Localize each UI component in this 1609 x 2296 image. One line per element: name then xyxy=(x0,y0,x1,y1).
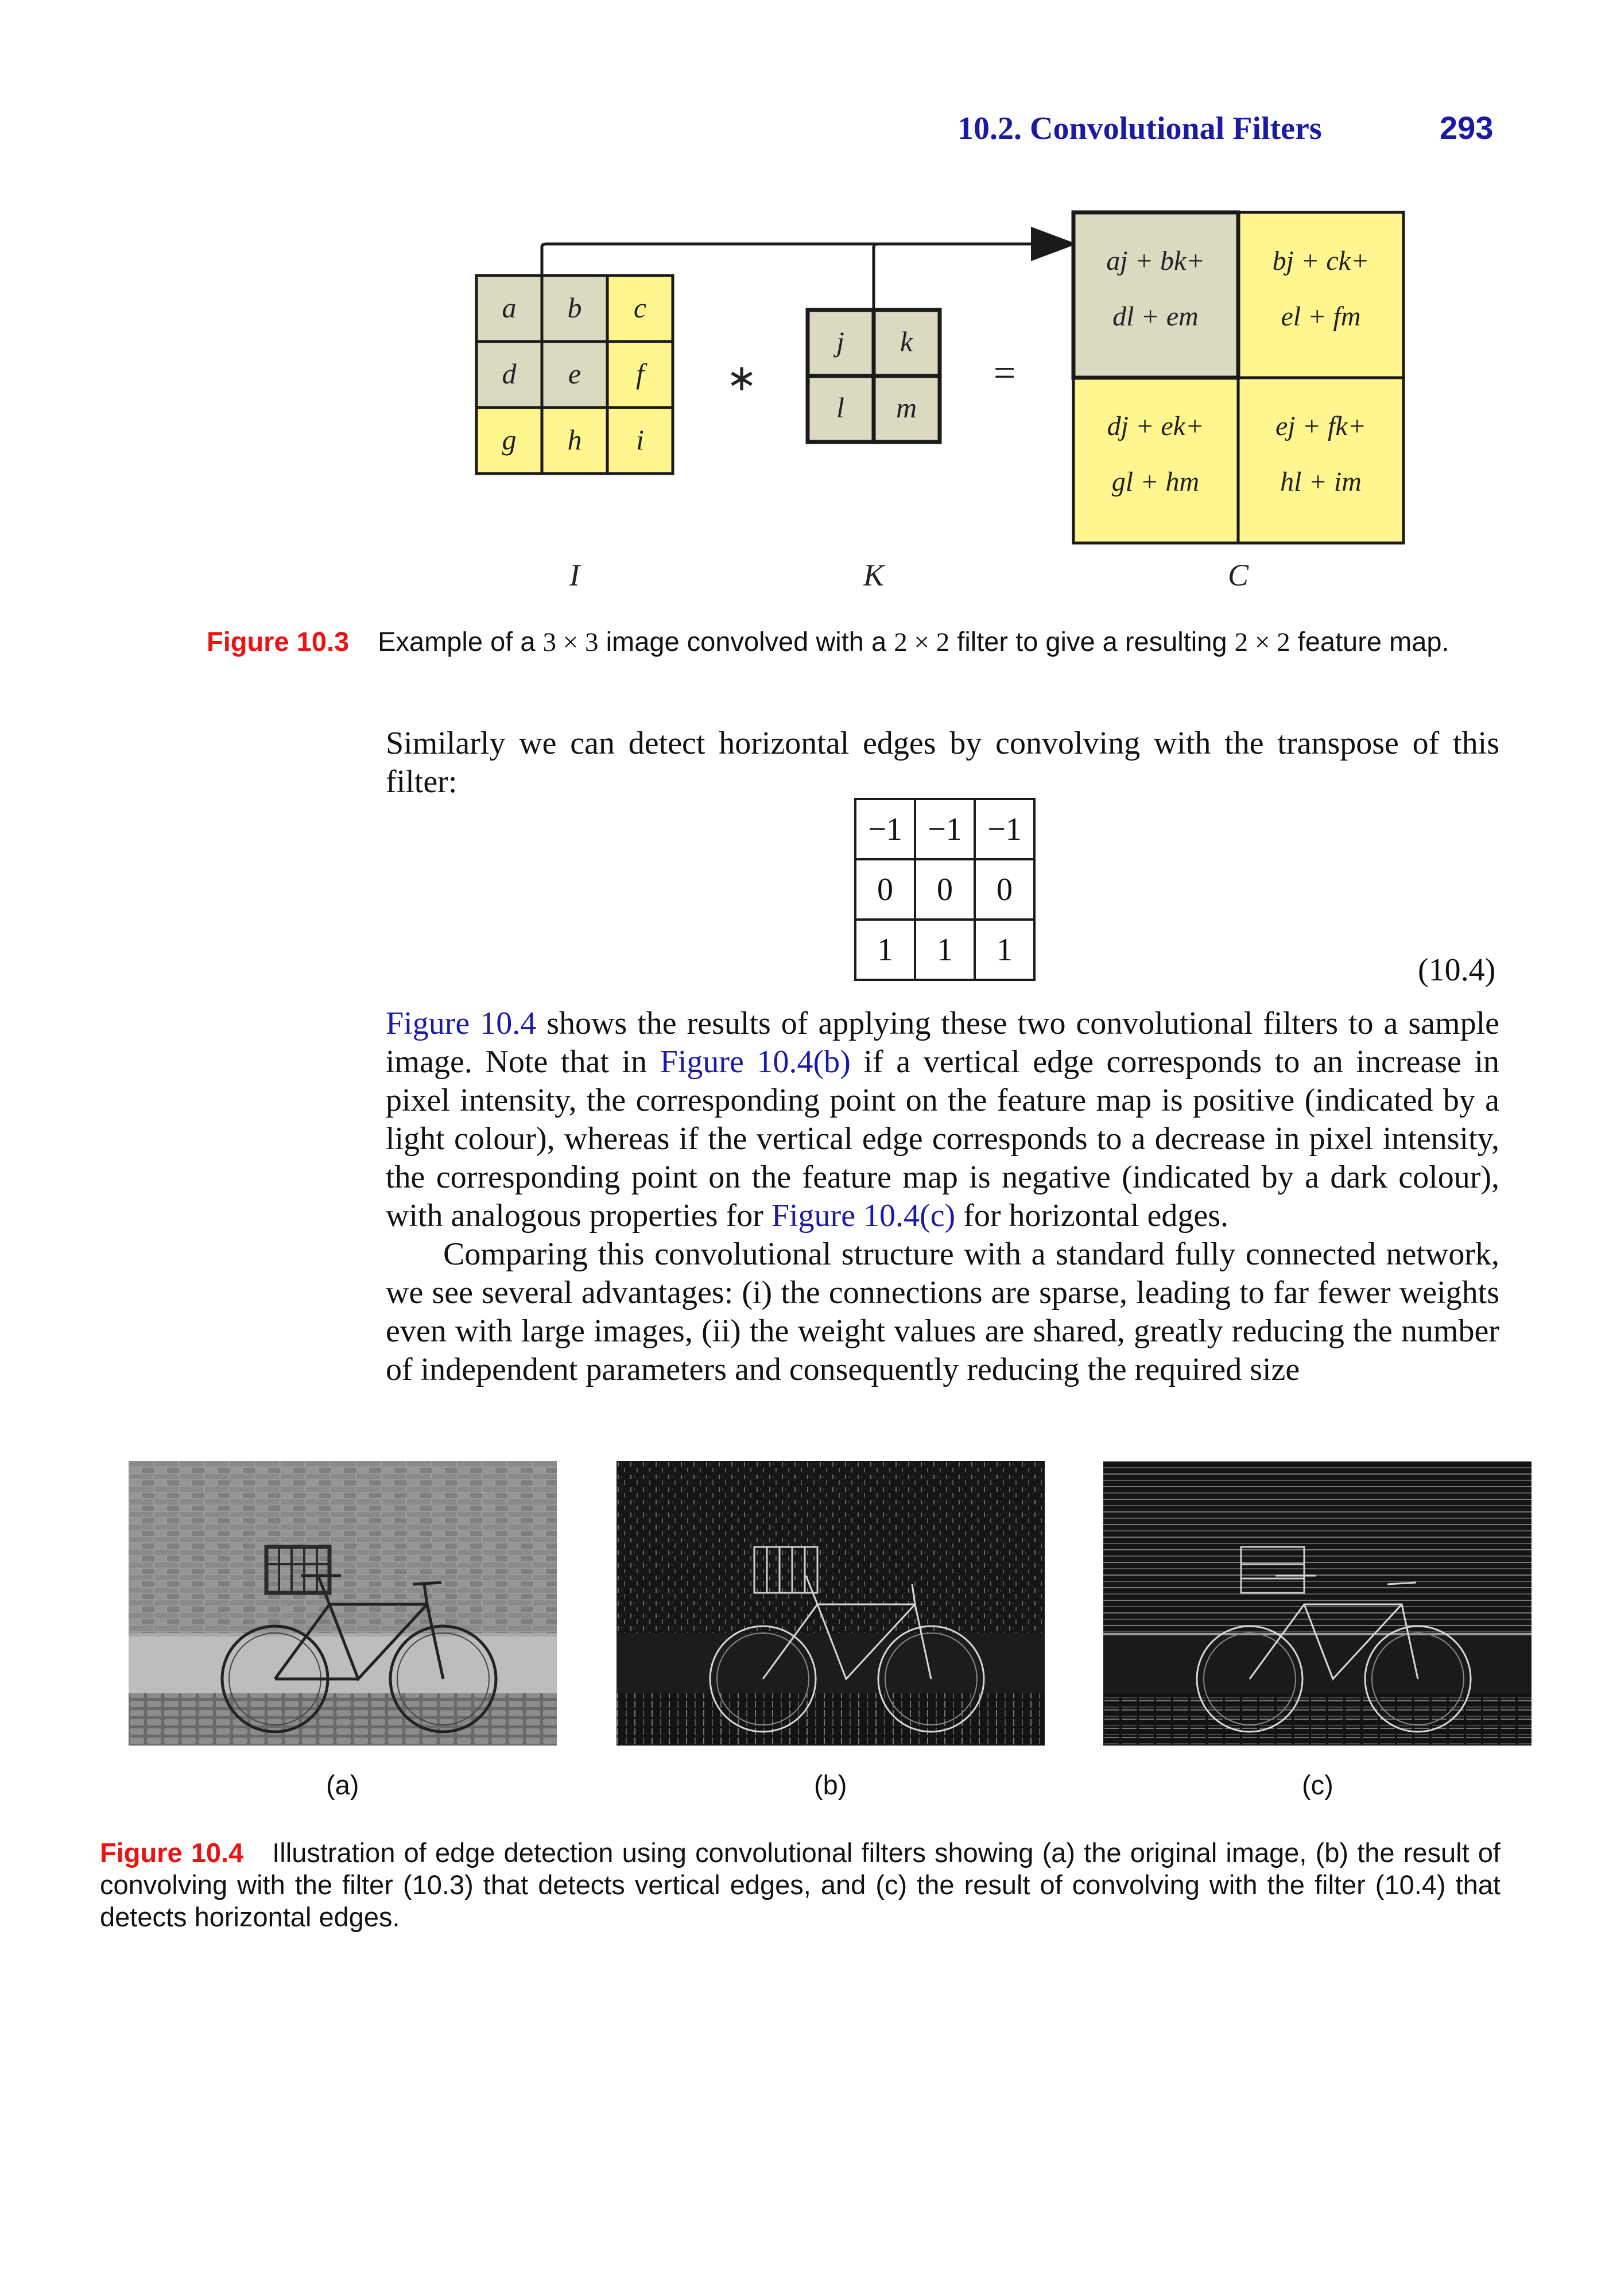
convolve-operator: ∗ xyxy=(726,358,757,398)
figure-10-4-label: Figure 10.4 xyxy=(100,1837,244,1868)
link-figure-10-4b[interactable]: Figure 10.4(b) xyxy=(660,1044,851,1080)
C-cell-1-line1: aj + bk+ xyxy=(1106,246,1204,276)
C-cell-2-line2: el + fm xyxy=(1281,301,1360,332)
C-cell-4-line1: ej + fk+ xyxy=(1275,411,1366,441)
arrow-K-to-C xyxy=(872,242,879,310)
C-cell-3-line2: gl + hm xyxy=(1112,467,1199,497)
figure-10-4a-image xyxy=(129,1461,557,1746)
equation-10-4-matrix: −1 −1 −1 0 0 0 1 1 1 xyxy=(854,798,1036,981)
C-cell-4-line2: hl + im xyxy=(1280,467,1362,497)
figure-10-3-label: Figure 10.3 xyxy=(207,626,350,657)
I-cell-e: e xyxy=(568,358,581,390)
K-cell-l: l xyxy=(836,391,844,424)
paragraph-2: Comparing this convolutional structure w… xyxy=(386,1236,1499,1387)
C-cell-1-line2: dl + em xyxy=(1112,301,1199,332)
equation-number-10-4: (10.4) xyxy=(1418,952,1496,988)
I-cell-d: d xyxy=(502,358,517,390)
I-cell-h: h xyxy=(568,424,582,456)
C-cell-2-line1: bj + ck+ xyxy=(1273,246,1370,276)
figure-10-4c-image xyxy=(1103,1461,1532,1746)
label-C: C xyxy=(1228,558,1249,592)
I-cell-g: g xyxy=(502,424,517,456)
label-K: K xyxy=(863,558,886,592)
panel-label-b: (b) xyxy=(814,1770,847,1800)
I-cell-a: a xyxy=(502,292,517,324)
figure-10-4-caption: Figure 10.4 Illustration of edge detectio… xyxy=(100,1837,1501,1932)
figure-10-3-diagram: a b c d e f g h i ∗ j k l m = xyxy=(475,210,1405,592)
paragraph-horizontal-edges: Similarly we can detect horizontal edges… xyxy=(386,726,1499,800)
link-figure-10-4[interactable]: Figure 10.4 xyxy=(386,1006,537,1041)
I-cell-c: c xyxy=(634,292,646,324)
C-cell-3-line1: dj + ek+ xyxy=(1107,411,1204,441)
arrow-I-to-C xyxy=(540,227,1077,276)
matrix-K: j k l m xyxy=(805,308,942,444)
paragraph-figure-10-4-discussion: Figure 10.4 shows the results of applyin… xyxy=(386,1004,1499,1389)
running-header-section: 10.2. Convolutional Filters xyxy=(957,111,1322,146)
figure-10-4b-image xyxy=(617,1461,1045,1746)
equals-operator: = xyxy=(994,351,1015,394)
matrix-I: a b c d e f g h i xyxy=(475,274,674,475)
I-cell-i: i xyxy=(636,424,644,456)
matrix-C: aj + bk+ dl + em bj + ck+ el + fm dj + e… xyxy=(1071,210,1405,545)
figure-10-3-caption: Figure 10.3 Example of a 3 × 3 image conv… xyxy=(207,626,1449,657)
I-cell-b: b xyxy=(568,292,582,324)
panel-label-c: (c) xyxy=(1302,1770,1333,1800)
page-number: 293 xyxy=(1440,110,1494,146)
label-I: I xyxy=(569,558,581,592)
link-figure-10-4c[interactable]: Figure 10.4(c) xyxy=(771,1198,956,1234)
panel-label-a: (a) xyxy=(326,1770,359,1800)
paragraph-1: Figure 10.4 shows the results of applyin… xyxy=(386,1006,1499,1234)
K-cell-m: m xyxy=(896,391,917,424)
K-cell-k: k xyxy=(900,325,913,358)
